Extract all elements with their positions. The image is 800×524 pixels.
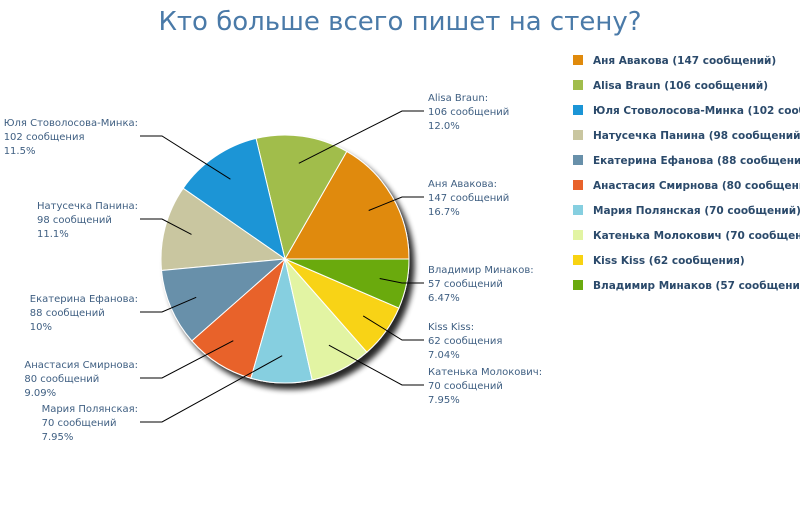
callout-line-5 xyxy=(140,296,197,313)
chart-title: Кто больше всего пишет на стену? xyxy=(158,7,641,37)
callout-line-1 xyxy=(368,196,424,211)
pie-slice-2 xyxy=(255,134,348,261)
callout-line-4 xyxy=(140,218,192,235)
callout-line-8 xyxy=(328,344,424,386)
legend-entry-3: Юля Стоволосова-Минка (102 сообщен xyxy=(593,105,800,117)
slice-label-9-percent: 7.04% xyxy=(428,350,460,361)
legend-entry-6: Анастасия Смирнова (80 сообщений) xyxy=(593,180,800,192)
slice-label-7-percent: 7.95% xyxy=(42,432,74,443)
legend-entry-1: Аня Авакова (147 сообщений) xyxy=(593,55,776,67)
legend-entry-2: Alisa Braun (106 сообщений) xyxy=(593,80,768,92)
legend-swatch-1 xyxy=(573,55,583,65)
legend-swatch-8 xyxy=(573,230,583,240)
pie-slices xyxy=(160,134,410,384)
legend-swatch-7 xyxy=(573,205,583,215)
slice-label-4-percent: 11.1% xyxy=(37,229,69,240)
slice-label-6-count: 80 сообщений xyxy=(24,374,99,385)
callout-line-2 xyxy=(298,110,424,164)
slice-label-3-percent: 11.5% xyxy=(4,146,36,157)
slice-label-1-percent: 16.7% xyxy=(428,207,460,218)
pie-slice-4 xyxy=(160,187,287,272)
slice-labels: Аня Авакова: 147 сообщений 16.7% Alisa Brau… xyxy=(4,93,542,443)
legend-entry-5: Екатерина Ефанова (88 сообщений) xyxy=(593,155,800,167)
legend-swatch-4 xyxy=(573,130,583,140)
slice-label-5-count: 88 сообщений xyxy=(30,308,105,319)
slice-label-3-count: 102 сообщения xyxy=(4,132,85,143)
legend-entry-4: Натусечка Панина (98 сообщений) xyxy=(593,130,800,142)
slice-label-8-percent: 7.95% xyxy=(428,395,460,406)
slice-label-2-count: 106 сообщений xyxy=(428,107,509,118)
slice-label-5-name: Екатерина Ефанова: xyxy=(30,294,138,305)
slice-label-6-percent: 9.09% xyxy=(24,388,56,399)
legend-entry-9: Kiss Kiss (62 сообщения) xyxy=(593,255,745,267)
pie-slice-10 xyxy=(284,258,410,309)
slice-label-5-percent: 10% xyxy=(30,322,52,333)
callout-line-3 xyxy=(140,135,231,180)
slice-label-9-name: Kiss Kiss: xyxy=(428,322,474,333)
slice-label-6-name: Анастасия Смирнова: xyxy=(24,360,138,371)
legend-entry-8: Катенька Молокович (70 сообщений) xyxy=(593,230,800,242)
legend-entry-7: Мария Полянская (70 сообщений) xyxy=(593,205,800,217)
slice-label-2-percent: 12.0% xyxy=(428,121,460,132)
slice-label-7-name: Мария Полянская: xyxy=(42,404,138,415)
slice-label-10-name: Владимир Минаков: xyxy=(428,265,534,276)
legend-swatch-2 xyxy=(573,80,583,90)
legend-entry-10: Владимир Минаков (57 сообщений) xyxy=(593,280,800,292)
slice-label-7-count: 70 сообщений xyxy=(42,418,117,429)
slice-label-2-name: Alisa Braun: xyxy=(428,93,488,104)
slice-label-8-count: 70 сообщений xyxy=(428,381,503,392)
callout-lines xyxy=(140,110,424,423)
pie-slice-1 xyxy=(284,150,410,260)
legend: Аня Авакова (147 сообщений) Alisa Braun (… xyxy=(573,55,800,292)
slice-label-10-count: 57 сообщений xyxy=(428,279,503,290)
callout-line-6 xyxy=(140,340,234,379)
callout-line-7 xyxy=(140,355,283,423)
legend-swatch-9 xyxy=(573,255,583,265)
slice-label-1-count: 147 сообщений xyxy=(428,193,509,204)
callout-line-10 xyxy=(379,278,424,284)
slice-label-10-percent: 6.47% xyxy=(428,293,460,304)
slice-label-8-name: Катенька Молокович: xyxy=(428,367,542,378)
callout-line-9 xyxy=(362,315,424,341)
legend-swatch-6 xyxy=(573,180,583,190)
slice-label-9-count: 62 сообщения xyxy=(428,336,502,347)
legend-swatch-3 xyxy=(573,105,583,115)
legend-swatch-5 xyxy=(573,155,583,165)
slice-label-4-name: Натусечка Панина: xyxy=(37,201,138,212)
pie-slice-3 xyxy=(182,137,286,261)
legend-swatch-10 xyxy=(573,280,583,290)
slice-label-1-name: Аня Авакова: xyxy=(428,179,497,190)
slice-label-4-count: 98 сообщений xyxy=(37,215,112,226)
slice-label-3-name: Юля Стоволосова-Минка: xyxy=(4,118,138,129)
